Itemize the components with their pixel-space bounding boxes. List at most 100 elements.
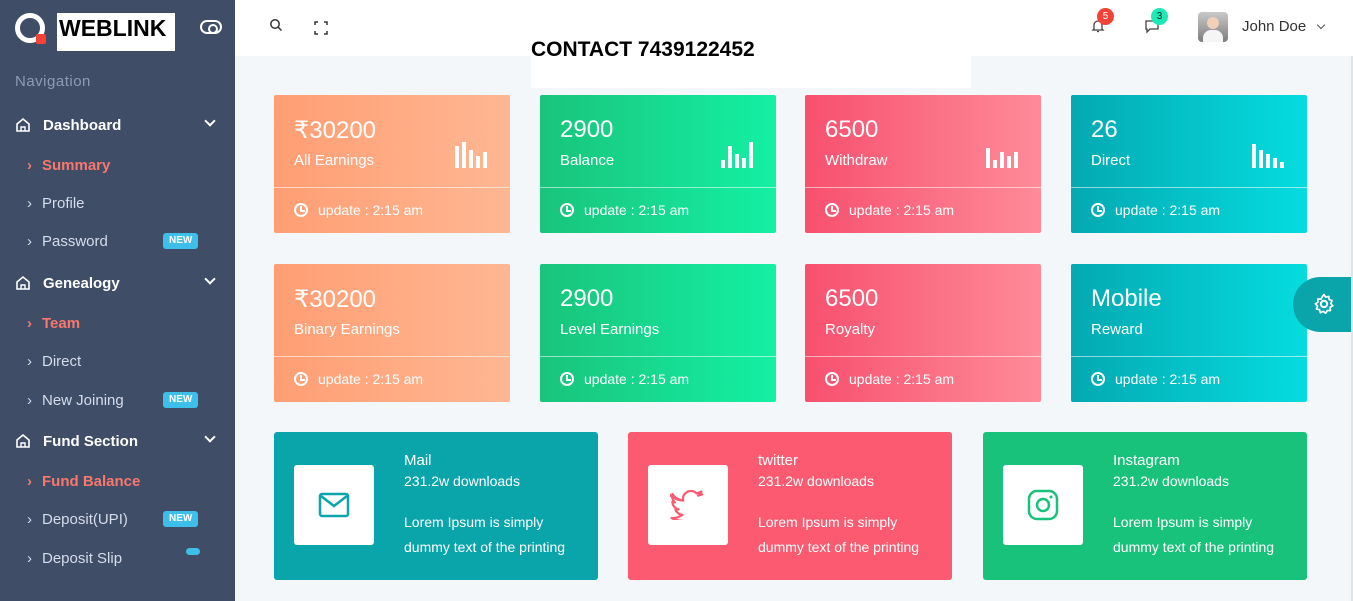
nav-section-genealogy[interactable]: Genealogy <box>0 269 235 297</box>
stat-card-binary-earnings: ₹30200 Binary Earnings update : 2:15 am <box>274 264 510 402</box>
stat-label: All Earnings <box>294 152 375 169</box>
clock-icon <box>825 203 839 217</box>
chevron-right-icon: › <box>27 510 32 528</box>
social-downloads: 231.2w downloads <box>758 473 874 489</box>
social-description: Lorem Ipsum is simply <box>758 514 898 530</box>
search-icon[interactable] <box>269 18 283 32</box>
stat-update-time: update : 2:15 am <box>318 371 424 387</box>
scrollbar[interactable] <box>1351 56 1353 601</box>
nav-item-label: Deposit(UPI) <box>42 510 128 528</box>
bar-chart-icon <box>721 140 755 168</box>
stat-update-time: update : 2:15 am <box>584 371 690 387</box>
stat-update-time: update : 2:15 am <box>1115 371 1221 387</box>
nav-caption: Navigation <box>15 73 91 90</box>
home-icon <box>16 433 30 448</box>
chevron-down-icon <box>204 115 216 127</box>
nav-section-label: Fund Section <box>43 432 138 450</box>
stat-update-time: update : 2:15 am <box>849 371 955 387</box>
nav-item-summary[interactable]: › Summary <box>0 151 235 179</box>
chevron-right-icon: › <box>27 391 32 409</box>
settings-tab[interactable] <box>1293 277 1353 332</box>
stat-value: 26 <box>1091 116 1118 143</box>
chevron-right-icon: › <box>27 472 32 490</box>
stat-card-reward: Mobile Reward update : 2:15 am <box>1071 264 1307 402</box>
avatar[interactable] <box>1198 12 1228 42</box>
clock-icon <box>560 203 574 217</box>
chevron-down-icon <box>204 273 216 285</box>
fullscreen-icon[interactable] <box>314 21 328 35</box>
nav-item-label: Fund Balance <box>42 472 141 490</box>
social-card-instagram: Instagram 231.2w downloads Lorem Ipsum i… <box>983 432 1307 580</box>
bar-chart-icon <box>986 140 1020 168</box>
new-badge: NEW <box>163 511 199 527</box>
stat-label: Royalty <box>825 321 876 338</box>
stat-card-royalty: 6500 Royalty update : 2:15 am <box>805 264 1041 402</box>
social-description: Lorem Ipsum is simply <box>1113 514 1253 530</box>
nav-item-direct[interactable]: › Direct <box>0 347 235 375</box>
clock-icon <box>1091 372 1105 386</box>
stat-value: 2900 <box>560 285 614 312</box>
clock-icon <box>560 372 574 386</box>
contact-banner: CONTACT 7439122452 <box>531 33 971 88</box>
nav-item-profile[interactable]: › Profile <box>0 189 235 217</box>
nav-item-label: Deposit Slip <box>42 549 123 567</box>
stat-card-withdraw: 6500 Withdraw update : 2:15 am <box>805 95 1041 233</box>
sidebar: WEBLINK Navigation Dashboard › Summary ›… <box>0 0 235 601</box>
stat-label: Withdraw <box>825 152 888 169</box>
social-card-twitter: twitter 231.2w downloads Lorem Ipsum is … <box>628 432 952 580</box>
social-title: Mail <box>404 452 432 469</box>
nav-item-label: Summary <box>42 156 111 174</box>
stat-update-time: update : 2:15 am <box>318 202 424 218</box>
new-badge: NEW <box>163 392 199 408</box>
stat-value: 6500 <box>825 285 879 312</box>
nav-section-dashboard[interactable]: Dashboard <box>0 111 235 139</box>
chevron-right-icon: › <box>27 314 32 332</box>
stat-value: ₹30200 <box>294 117 377 144</box>
nav-item-new-joining[interactable]: › New Joining NEW <box>0 386 235 414</box>
nav-item-team[interactable]: › Team <box>0 309 235 337</box>
stat-value: ₹30200 <box>294 286 377 313</box>
brand <box>0 0 235 56</box>
chevron-right-icon: › <box>27 194 32 212</box>
notification-count-badge: 5 <box>1097 8 1114 25</box>
chevron-down-icon <box>204 431 216 443</box>
stat-value: 2900 <box>560 116 614 143</box>
chevron-right-icon: › <box>27 156 32 174</box>
message-count-badge: 3 <box>1151 8 1168 25</box>
instagram-icon <box>1027 489 1059 521</box>
nav-section-fund[interactable]: Fund Section <box>0 427 235 455</box>
social-title: Instagram <box>1113 452 1180 469</box>
home-icon <box>16 117 30 132</box>
mail-icon <box>318 492 350 518</box>
stat-value: 6500 <box>825 116 879 143</box>
nav-section-label: Genealogy <box>43 274 120 292</box>
nav-section-label: Dashboard <box>43 116 122 134</box>
stat-label: Level Earnings <box>560 321 660 338</box>
social-description: dummy text of the printing <box>404 539 566 555</box>
user-name[interactable]: John Doe <box>1242 18 1307 35</box>
stat-card-all-earnings: ₹30200 All Earnings update : 2:15 am <box>274 95 510 233</box>
nav-item-label: Team <box>42 314 81 332</box>
nav-item-deposit-upi[interactable]: › Deposit(UPI) NEW <box>0 505 235 533</box>
new-badge: NEW <box>163 233 199 249</box>
stat-card-level-earnings: 2900 Level Earnings update : 2:15 am <box>540 264 776 402</box>
social-description: Lorem Ipsum is simply <box>404 514 544 530</box>
nav-item-deposit-slip[interactable]: › Deposit Slip <box>0 544 235 572</box>
brand-name: WEBLINK <box>57 13 175 51</box>
clock-icon <box>294 372 308 386</box>
stat-label: Reward <box>1091 321 1143 338</box>
social-description: dummy text of the printing <box>758 539 920 555</box>
nav-item-label: New Joining <box>42 391 124 409</box>
twitter-icon <box>670 490 704 520</box>
sidebar-toggle-icon[interactable] <box>200 20 222 34</box>
clock-icon <box>825 372 839 386</box>
stat-value: Mobile <box>1091 285 1162 312</box>
social-card-mail: Mail 231.2w downloads Lorem Ipsum is sim… <box>274 432 598 580</box>
nav-item-password[interactable]: › Password NEW <box>0 227 235 255</box>
social-downloads: 231.2w downloads <box>404 473 520 489</box>
bar-chart-icon <box>455 140 489 168</box>
chevron-right-icon: › <box>27 549 32 567</box>
clock-icon <box>1091 203 1105 217</box>
stat-card-balance: 2900 Balance update : 2:15 am <box>540 95 776 233</box>
nav-item-fund-balance[interactable]: › Fund Balance <box>0 467 235 495</box>
